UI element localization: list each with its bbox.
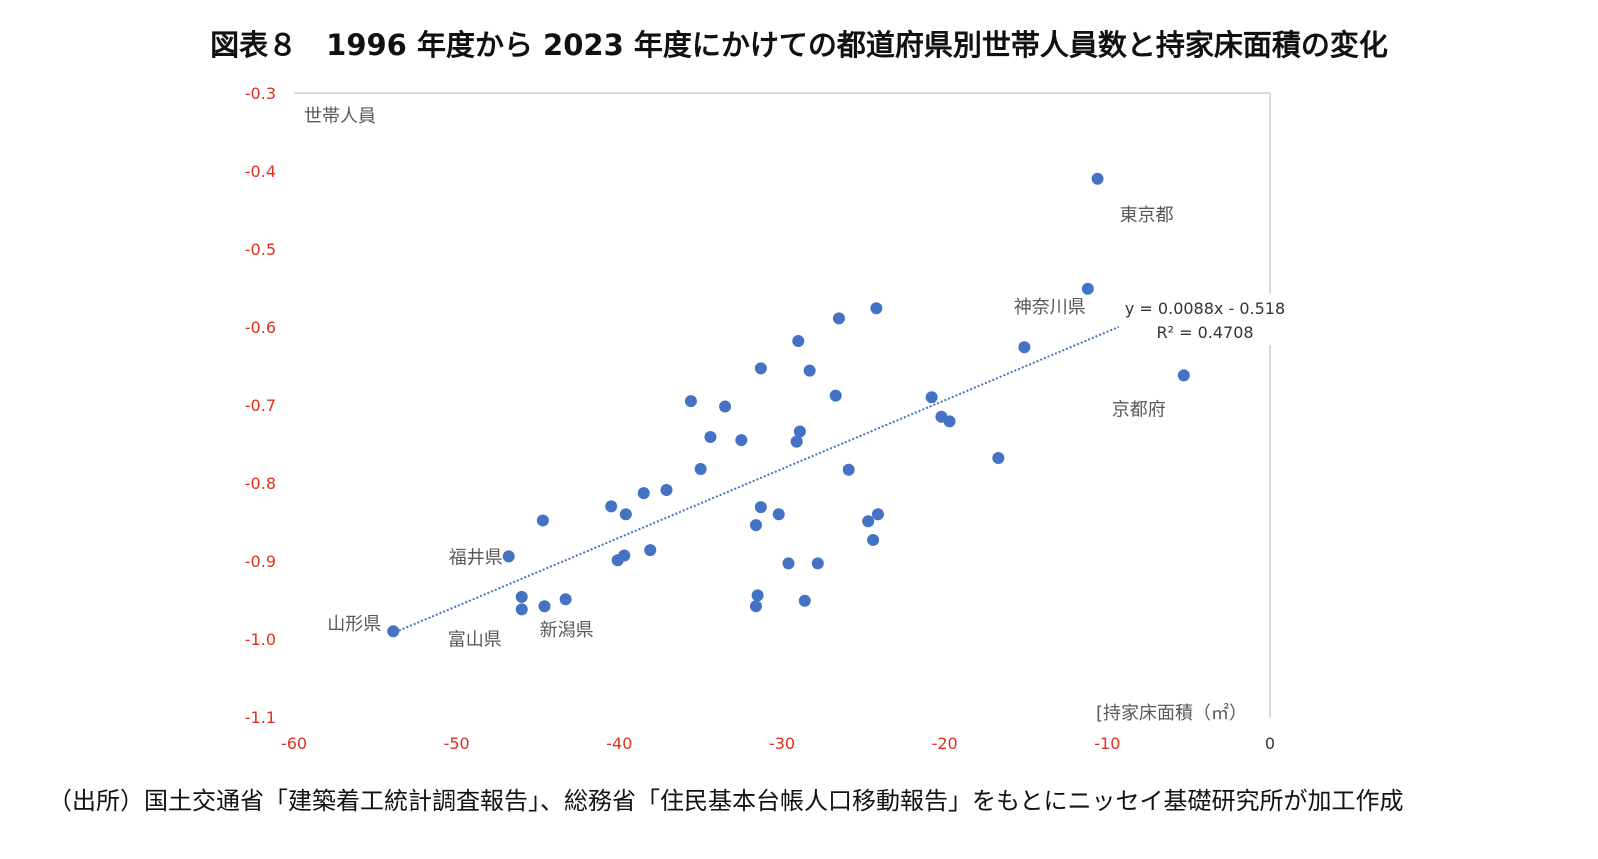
plot-axes: -0.3 -0.4 -0.5 -0.6 -0.7 -0.8 -0.9 -1.0 -1.1 -60 -… (245, 84, 1275, 753)
point-label: 富山県 (448, 629, 502, 650)
data-point (943, 415, 956, 428)
data-point (782, 557, 795, 570)
trendline-equation: y = 0.0088x - 0.518 R² = 0.4708 (1122, 293, 1292, 345)
x-axis-title: [持家床面積（㎡） (1096, 702, 1247, 724)
data-point (387, 625, 400, 638)
data-point (605, 500, 618, 513)
data-point (754, 501, 767, 514)
data-point (749, 519, 762, 532)
source-note: （出所）国土交通省「建築着工統計調査報告」、総務省「住民基本台帳人口移動報告」を… (48, 787, 1404, 815)
equation-box (1122, 293, 1292, 345)
data-point (867, 533, 880, 546)
point-label: 京都府 (1112, 399, 1166, 420)
data-point (735, 434, 748, 447)
x-tick-label: -40 (606, 734, 632, 753)
data-point (502, 550, 515, 563)
trendline-line (391, 325, 1120, 635)
y-tick-label: -1.1 (245, 708, 276, 727)
y-tick-label: -0.4 (245, 162, 276, 181)
data-point (811, 557, 824, 570)
y-tick-label: -0.3 (245, 84, 276, 103)
data-point (536, 514, 549, 527)
data-point (644, 544, 657, 557)
point-label: 東京都 (1120, 205, 1174, 226)
data-point (870, 302, 883, 315)
data-point (684, 395, 697, 408)
x-tick-label: -20 (932, 734, 958, 753)
data-point (754, 362, 767, 375)
y-tick-label: -0.8 (245, 474, 276, 493)
data-point (694, 462, 707, 475)
y-tick-label: -0.6 (245, 318, 276, 337)
data-point (719, 400, 732, 413)
x-tick-label: 0 (1265, 734, 1275, 753)
trendline-equation-text: y = 0.0088x - 0.518 (1125, 299, 1285, 318)
data-point (871, 508, 884, 521)
x-tick-label: -10 (1094, 734, 1120, 753)
data-point (637, 487, 650, 500)
point-label: 新潟県 (540, 620, 594, 641)
x-tick-label: -60 (281, 734, 307, 753)
data-point (1081, 282, 1094, 295)
data-point (992, 452, 1005, 465)
data-point (611, 554, 624, 567)
data-point (515, 590, 528, 603)
data-point (751, 589, 764, 602)
data-point (538, 600, 551, 613)
data-point (790, 435, 803, 448)
data-point (832, 312, 845, 325)
x-tick-label: -30 (769, 734, 795, 753)
data-point (559, 593, 572, 606)
trendline (391, 325, 1120, 635)
data-point (793, 425, 806, 438)
y-tick-label: -0.7 (245, 396, 276, 415)
data-point (862, 515, 875, 528)
data-point (772, 508, 785, 521)
data-point (829, 389, 842, 402)
point-label: 山形県 (327, 614, 381, 635)
data-point (803, 364, 816, 377)
data-point (842, 463, 855, 476)
y-axis-title: 世帯人員 (304, 106, 376, 127)
data-point (792, 335, 805, 348)
r-squared-text: R² = 0.4708 (1156, 323, 1253, 342)
chart-title: 図表８ 1996 年度から 2023 年度にかけての都道府県別世帯人員数と持家床… (210, 28, 1388, 62)
data-point (1018, 341, 1031, 354)
data-point (1177, 369, 1190, 382)
data-point (515, 603, 528, 616)
data-points (387, 172, 1190, 638)
data-point (749, 600, 762, 613)
y-tick-label: -1.0 (245, 630, 276, 649)
data-point (1091, 172, 1104, 185)
data-point (704, 430, 717, 443)
point-label: 神奈川県 (1014, 297, 1086, 318)
data-point (619, 508, 632, 521)
data-point (660, 484, 673, 497)
y-tick-label: -0.5 (245, 240, 276, 259)
point-label: 福井県 (449, 547, 503, 568)
y-tick-label: -0.9 (245, 552, 276, 571)
data-point (925, 391, 938, 404)
x-tick-label: -50 (444, 734, 470, 753)
data-point (798, 594, 811, 607)
